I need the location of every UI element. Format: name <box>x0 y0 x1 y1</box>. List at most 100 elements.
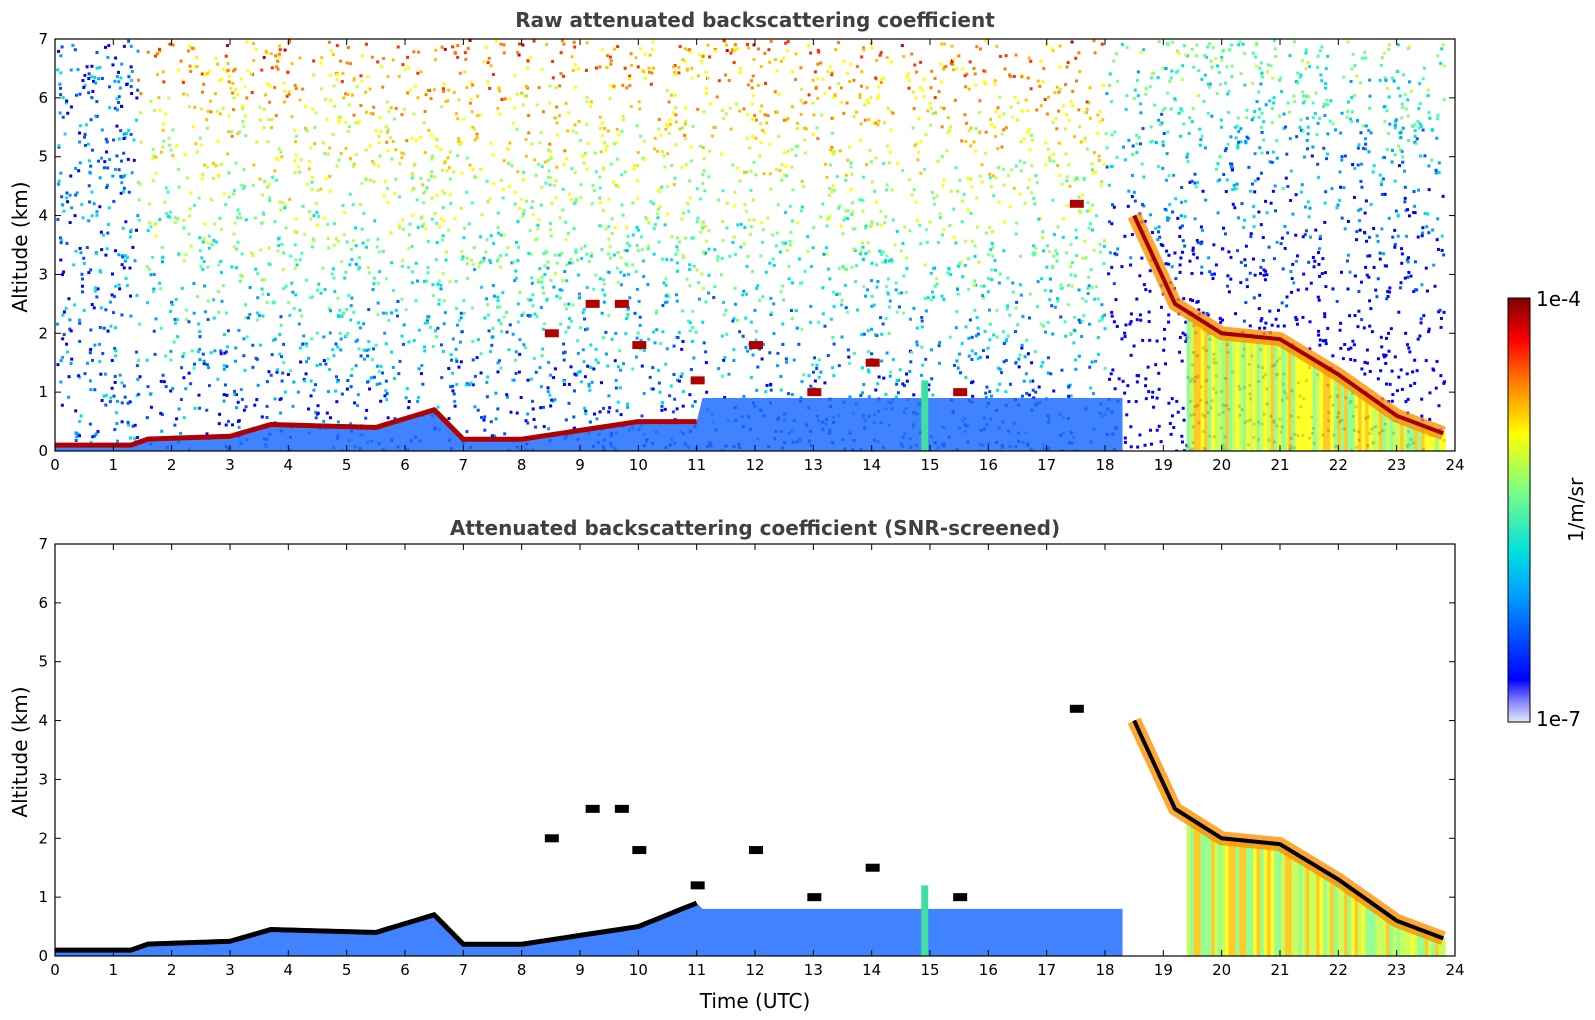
speckle-cell <box>1082 176 1086 180</box>
speckle-cell <box>969 177 973 181</box>
speckle-cell <box>534 425 538 429</box>
speckle-cell <box>371 159 375 163</box>
speckle-cell <box>1353 166 1357 170</box>
speckle-cell <box>1353 314 1357 318</box>
speckle-cell <box>422 222 426 226</box>
speckle-cell <box>783 151 787 155</box>
speckle-cell <box>888 299 892 303</box>
speckle-cell <box>334 389 338 393</box>
speckle-cell <box>1316 162 1320 166</box>
speckle-cell <box>1342 186 1346 190</box>
speckle-cell <box>836 82 840 86</box>
speckle-cell <box>1299 73 1303 77</box>
speckle-cell <box>1272 96 1276 100</box>
speckle-cell <box>174 297 178 301</box>
speckle-cell <box>1375 234 1379 238</box>
speckle-cell <box>1307 95 1311 99</box>
speckle-cell <box>88 379 92 383</box>
speckle-cell <box>1103 327 1107 331</box>
speckle-cell <box>288 313 292 317</box>
speckle-cell <box>199 107 203 111</box>
speckle-cell <box>164 354 168 358</box>
speckle-cell <box>1036 280 1040 284</box>
speckle-cell <box>585 252 589 256</box>
speckle-cell <box>1330 187 1334 191</box>
speckle-cell <box>1416 119 1420 123</box>
speckle-cell <box>964 375 968 379</box>
speckle-cell <box>1061 104 1065 108</box>
speckle-cell <box>1049 289 1053 293</box>
speckle-cell <box>346 331 350 335</box>
speckle-cell <box>841 264 845 268</box>
speckle-cell <box>359 74 363 78</box>
speckle-cell <box>479 168 483 172</box>
speckle-cell <box>379 399 383 403</box>
speckle-cell <box>706 76 710 80</box>
speckle-cell <box>426 88 430 92</box>
speckle-cell <box>500 329 504 333</box>
speckle-cell <box>112 138 116 142</box>
speckle-cell <box>762 172 766 176</box>
speckle-cell <box>1041 80 1045 84</box>
speckle-cell <box>252 42 256 46</box>
speckle-cell <box>1369 307 1373 311</box>
speckle-cell <box>546 386 550 390</box>
speckle-cell <box>1245 116 1249 120</box>
speckle-cell <box>179 59 183 63</box>
speckle-cell <box>970 349 974 353</box>
speckle-cell <box>252 163 256 167</box>
speckle-cell <box>875 200 879 204</box>
speckle-cell <box>628 244 632 248</box>
speckle-cell <box>688 268 692 272</box>
speckle-cell <box>665 89 669 93</box>
speckle-cell <box>175 317 179 321</box>
speckle-cell <box>991 245 995 249</box>
speckle-cell <box>870 223 874 227</box>
speckle-cell <box>95 100 99 104</box>
speckle-cell <box>912 107 916 111</box>
speckle-cell <box>731 319 735 323</box>
speckle-cell <box>139 140 143 144</box>
speckle-cell <box>444 258 448 262</box>
speckle-cell <box>1342 75 1346 79</box>
speckle-cell <box>127 423 131 427</box>
speckle-cell <box>960 220 964 224</box>
speckle-cell <box>864 224 868 228</box>
speckle-cell <box>213 349 217 353</box>
speckle-cell <box>601 166 605 170</box>
speckle-cell <box>1111 203 1115 207</box>
speckle-cell <box>417 328 421 332</box>
speckle-cell <box>434 258 438 262</box>
speckle-cell <box>464 57 468 61</box>
speckle-cell <box>115 97 119 101</box>
speckle-cell <box>289 254 293 258</box>
speckle-cell <box>129 228 133 232</box>
speckle-cell <box>348 263 352 267</box>
speckle-cell <box>138 375 142 379</box>
speckle-cell <box>1274 317 1278 321</box>
speckle-cell <box>1074 253 1078 257</box>
speckle-cell <box>120 313 124 317</box>
speckle-cell <box>410 176 414 180</box>
speckle-cell <box>704 361 708 365</box>
speckle-cell <box>405 139 409 143</box>
speckle-cell <box>641 259 645 263</box>
speckle-cell <box>294 153 298 157</box>
speckle-cell <box>1148 85 1152 89</box>
speckle-cell <box>1088 365 1092 369</box>
speckle-cell <box>1272 101 1276 105</box>
speckle-cell <box>1096 113 1100 117</box>
speckle-cell <box>851 227 855 231</box>
speckle-cell <box>182 376 186 380</box>
speckle-cell <box>1051 332 1055 336</box>
speckle-cell <box>1259 319 1263 323</box>
speckle-cell <box>149 99 153 103</box>
speckle-cell <box>314 202 318 206</box>
speckle-cell <box>307 407 311 411</box>
speckle-cell <box>1349 357 1353 361</box>
speckle-cell <box>474 175 478 179</box>
speckle-cell <box>548 221 552 225</box>
speckle-cell <box>255 318 259 322</box>
speckle-cell <box>755 388 759 392</box>
speckle-cell <box>961 67 965 71</box>
